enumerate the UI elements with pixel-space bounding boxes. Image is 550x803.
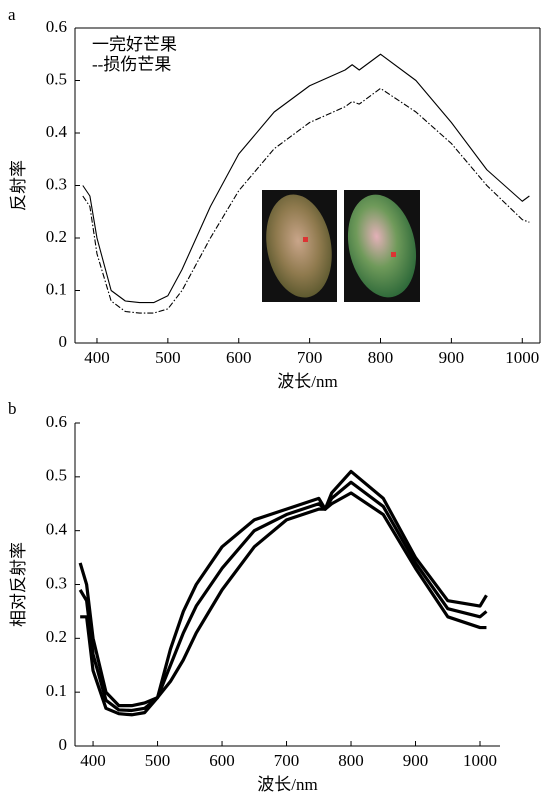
y-tick-label: 0.1 [46,681,67,700]
spectrum-line [78,480,488,713]
x-axis-label: 波长/nm [277,372,337,391]
y-tick-label: 0.6 [46,17,67,36]
y-tick-label: 0.6 [46,412,67,431]
y-tick-label: 0.5 [46,466,67,485]
y-tick-label: 0.3 [46,174,67,193]
x-axis-label: 波长/nm [257,775,317,794]
x-tick-label: 900 [439,348,465,367]
damaged-mango [347,194,417,298]
x-tick-label: 400 [84,348,110,367]
x-tick-label: 400 [80,751,106,770]
intact-mango [266,194,332,298]
x-tick-label: 500 [155,348,181,367]
y-tick-label: 0.3 [46,573,67,592]
sample-photos [262,190,420,302]
y-tick-label: 0.1 [46,279,67,298]
y-axis-label: 相对反射率 [9,542,28,627]
x-tick-label: 600 [209,751,235,770]
y-tick-label: 0.2 [46,227,67,246]
legend-label: 一完好芒果 [92,35,177,54]
y-tick-label: 0.4 [46,520,68,539]
y-tick-label: 0 [59,332,68,351]
chart-panel: b 0 0.1 0.2 0.3 0.4 0.5 0.6 400 500 600 700 800 900 10… [8,399,500,794]
y-axis-label: 反射率 [9,160,28,211]
x-tick-label: 1000 [463,751,497,770]
chart-panel: a 0 0.1 0.2 0.3 0.4 0.5 0.6 400 500 600 700 800 900 10… [8,5,541,391]
x-tick-label: 800 [338,751,364,770]
legend-label: --损伤芒果 [92,55,171,74]
x-tick-label: 1000 [505,348,539,367]
sample-point [303,237,308,242]
sample-point [391,252,396,257]
y-tick-label: 0 [59,735,68,754]
x-tick-label: 600 [226,348,252,367]
spectrum-line [82,53,530,304]
y-tick-label: 0.4 [46,122,68,141]
panel-label: a [8,5,16,24]
x-tick-label: 500 [145,751,171,770]
panel-label: b [8,399,17,418]
x-tick-label: 800 [368,348,394,367]
x-tick-label: 700 [297,348,323,367]
x-tick-label: 700 [274,751,300,770]
x-tick-label: 900 [403,751,429,770]
spectrum-line [80,491,487,717]
spectrum-line [78,469,488,708]
y-tick-label: 0.5 [46,69,67,88]
y-tick-label: 0.2 [46,627,67,646]
